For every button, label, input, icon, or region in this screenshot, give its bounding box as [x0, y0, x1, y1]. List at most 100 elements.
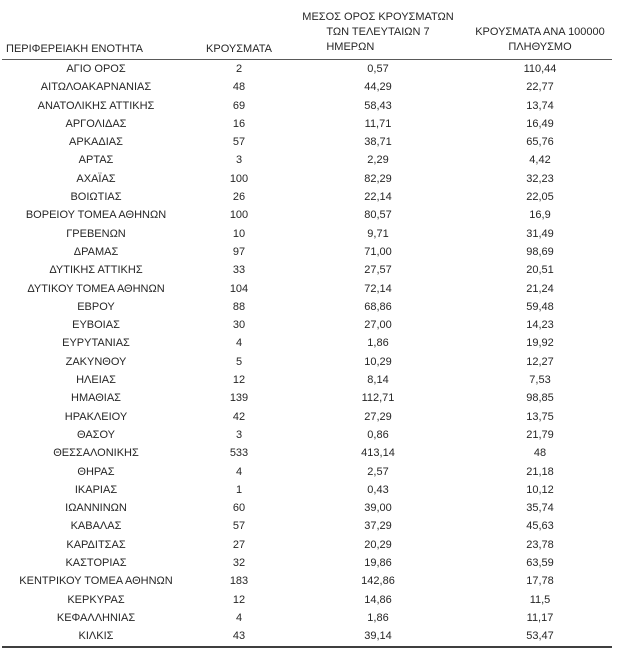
avg-7day-cell: 0,57	[367, 63, 389, 75]
table-row: ΗΛΕΙΑΣ 12 8,14 7,53	[2, 371, 612, 389]
cases-cell: 2	[235, 63, 243, 75]
per-100k-cell: 12,27	[526, 355, 554, 368]
avg-7day-cell: 142,86	[361, 575, 395, 588]
header-per-100k-line1: ΚΡΟΥΣΜΑΤΑ ΑΝΑ 100000	[475, 26, 605, 38]
header-avg-7day: ΜΕΣΟΣ ΟΡΟΣ ΚΡΟΥΣΜΑΤΩΝ ΤΩΝ ΤΕΛΕΥΤΑΙΩΝ 7 Η…	[288, 0, 468, 60]
cases-cell: 16	[232, 117, 246, 130]
table-row: ΙΩΑΝΝΙΝΩΝ 60 39,00 35,74	[2, 499, 612, 517]
header-avg-7day-block: ΤΩΝ ΤΕΛΕΥΤΑΙΩΝ 7 ΗΜΕΡΩΝ	[326, 25, 429, 55]
region-cell: ΚΕΝΤΡΙΚΟΥ ΤΟΜΕΑ ΑΘΗΝΩΝ	[19, 575, 173, 588]
per-100k-cell: 63,59	[526, 557, 554, 570]
table-row: ΔΥΤΙΚΗΣ ΑΤΤΙΚΗΣ 33 27,57 20,51	[2, 261, 612, 279]
per-100k-cell: 14,23	[526, 319, 554, 332]
cases-cell: 4	[235, 337, 243, 350]
cases-cell: 27	[232, 538, 246, 551]
avg-7day-cell: 71,00	[364, 245, 392, 258]
table-row: ΔΡΑΜΑΣ 97 71,00 98,69	[2, 243, 612, 261]
cases-cell: 3	[235, 428, 243, 441]
cases-cell: 533	[229, 447, 249, 460]
cases-cell: 139	[229, 392, 249, 405]
region-cell: ΑΝΑΤΟΛΙΚΗΣ ΑΤΤΙΚΗΣ	[37, 99, 155, 112]
table-row: ΑΓΙΟ ΟΡΟΣ 2 0,57 110,44	[2, 60, 612, 79]
table-row: ΗΡΑΚΛΕΙΟΥ 42 27,29 13,75	[2, 408, 612, 426]
cases-cell: 1	[235, 483, 243, 496]
per-100k-cell: 110,44	[523, 63, 557, 75]
region-cell: ΗΡΑΚΛΕΙΟΥ	[64, 410, 128, 423]
region-cell: ΖΑΚΥΝΘΟΥ	[65, 355, 127, 368]
region-cell: ΘΗΡΑΣ	[77, 465, 115, 478]
region-cell: ΑΡΤΑΣ	[78, 154, 114, 167]
per-100k-cell: 22,77	[526, 81, 554, 94]
per-100k-cell: 16,9	[529, 209, 551, 222]
region-cell: ΚΕΦΑΛΛΗΝΙΑΣ	[56, 611, 136, 624]
table-row: ΑΙΤΩΛΟΑΚΑΡΝΑΝΙΑΣ 48 44,29 22,77	[2, 78, 612, 96]
table-row: ΒΟΡΕΙΟΥ ΤΟΜΕΑ ΑΘΗΝΩΝ 100 80,57 16,9	[2, 206, 612, 224]
cases-cell: 48	[232, 81, 246, 94]
table-row: ΑΝΑΤΟΛΙΚΗΣ ΑΤΤΙΚΗΣ 69 58,43 13,74	[2, 97, 612, 115]
header-cases: ΚΡΟΥΣΜΑΤΑ	[190, 0, 288, 60]
header-region: ΠΕΡΙΦΕΡΕΙΑΚΗ ΕΝΟΤΗΤΑ	[2, 0, 190, 60]
per-100k-cell: 16,49	[526, 117, 554, 130]
avg-7day-cell: 39,14	[364, 630, 392, 643]
table-row: ΑΡΤΑΣ 3 2,29 4,42	[2, 151, 612, 169]
table-row: ΚΕΡΚΥΡΑΣ 12 14,86 11,5	[2, 591, 612, 609]
per-100k-cell: 31,49	[526, 227, 554, 240]
avg-7day-cell: 2,57	[367, 465, 389, 478]
avg-7day-cell: 72,14	[364, 282, 392, 295]
avg-7day-cell: 37,29	[364, 520, 392, 533]
avg-7day-cell: 1,86	[367, 611, 389, 624]
per-100k-cell: 10,12	[526, 483, 554, 496]
table-body: ΑΓΙΟ ΟΡΟΣ 2 0,57 110,44 ΑΙΤΩΛΟΑΚΑΡΝΑΝΙΑΣ…	[2, 60, 612, 647]
table-header-row: ΠΕΡΙΦΕΡΕΙΑΚΗ ΕΝΟΤΗΤΑ ΚΡΟΥΣΜΑΤΑ ΜΕΣΟΣ ΟΡΟ…	[2, 0, 612, 60]
cases-cell: 104	[229, 282, 249, 295]
per-100k-cell: 53,47	[526, 630, 554, 643]
avg-7day-cell: 10,29	[364, 355, 392, 368]
avg-7day-cell: 11,71	[364, 117, 392, 130]
region-cell: ΚΑΣΤΟΡΙΑΣ	[65, 557, 127, 570]
per-100k-cell: 35,74	[526, 502, 554, 515]
cases-cell: 100	[229, 209, 249, 222]
cases-cell: 12	[232, 374, 246, 387]
table-row: ΑΡΚΑΔΙΑΣ 57 38,71 65,76	[2, 133, 612, 151]
table-header: ΠΕΡΙΦΕΡΕΙΑΚΗ ΕΝΟΤΗΤΑ ΚΡΟΥΣΜΑΤΑ ΜΕΣΟΣ ΟΡΟ…	[2, 0, 612, 60]
cases-cell: 42	[232, 410, 246, 423]
region-cell: ΘΑΣΟΥ	[76, 428, 116, 441]
avg-7day-cell: 14,86	[364, 593, 392, 606]
avg-7day-cell: 27,00	[364, 319, 392, 332]
avg-7day-cell: 0,43	[367, 483, 389, 496]
per-100k-cell: 20,51	[526, 264, 554, 277]
cases-cell: 26	[232, 191, 246, 204]
region-cell: ΔΥΤΙΚΗΣ ΑΤΤΙΚΗΣ	[49, 264, 143, 277]
per-100k-cell: 21,24	[526, 282, 554, 295]
table-row: ΘΑΣΟΥ 3 0,86 21,79	[2, 426, 612, 444]
header-avg-7day-line1: ΜΕΣΟΣ ΟΡΟΣ ΚΡΟΥΣΜΑΤΩΝ	[302, 11, 454, 23]
header-per-100k: ΚΡΟΥΣΜΑΤΑ ΑΝΑ 100000 ΠΛΗΘΥΣΜΟ	[468, 0, 612, 60]
per-100k-cell: 45,63	[526, 520, 554, 533]
region-cell: ΕΒΡΟΥ	[77, 300, 115, 313]
avg-7day-cell: 2,29	[367, 154, 389, 167]
per-100k-cell: 11,17	[526, 611, 554, 624]
per-100k-cell: 19,92	[526, 337, 554, 350]
region-cell: ΕΥΡΥΤΑΝΙΑΣ	[62, 337, 130, 350]
avg-7day-cell: 19,86	[364, 557, 392, 570]
cases-cell: 88	[232, 300, 246, 313]
header-avg-7day-line2: ΤΩΝ ΤΕΛΕΥΤΑΙΩΝ 7	[326, 26, 430, 38]
table-row: ΖΑΚΥΝΘΟΥ 5 10,29 12,27	[2, 353, 612, 371]
table-row: ΘΗΡΑΣ 4 2,57 21,18	[2, 463, 612, 481]
region-cell: ΒΟΡΕΙΟΥ ΤΟΜΕΑ ΑΘΗΝΩΝ	[25, 209, 167, 222]
per-100k-cell: 21,18	[526, 465, 554, 478]
table-row: ΕΥΒΟΙΑΣ 30 27,00 14,23	[2, 316, 612, 334]
per-100k-cell: 32,23	[526, 172, 554, 185]
cases-cell: 183	[229, 575, 249, 588]
avg-7day-cell: 27,57	[364, 264, 392, 277]
per-100k-cell: 59,48	[526, 300, 554, 313]
cases-cell: 33	[232, 264, 246, 277]
per-100k-cell: 23,78	[526, 538, 554, 551]
avg-7day-cell: 82,29	[364, 172, 392, 185]
avg-7day-cell: 112,71	[361, 392, 395, 405]
table-row: ΔΥΤΙΚΟΥ ΤΟΜΕΑ ΑΘΗΝΩΝ 104 72,14 21,24	[2, 280, 612, 298]
table-row: ΚΕΝΤΡΙΚΟΥ ΤΟΜΕΑ ΑΘΗΝΩΝ 183 142,86 17,78	[2, 572, 612, 590]
avg-7day-cell: 80,57	[364, 209, 392, 222]
avg-7day-cell: 39,00	[364, 502, 392, 515]
